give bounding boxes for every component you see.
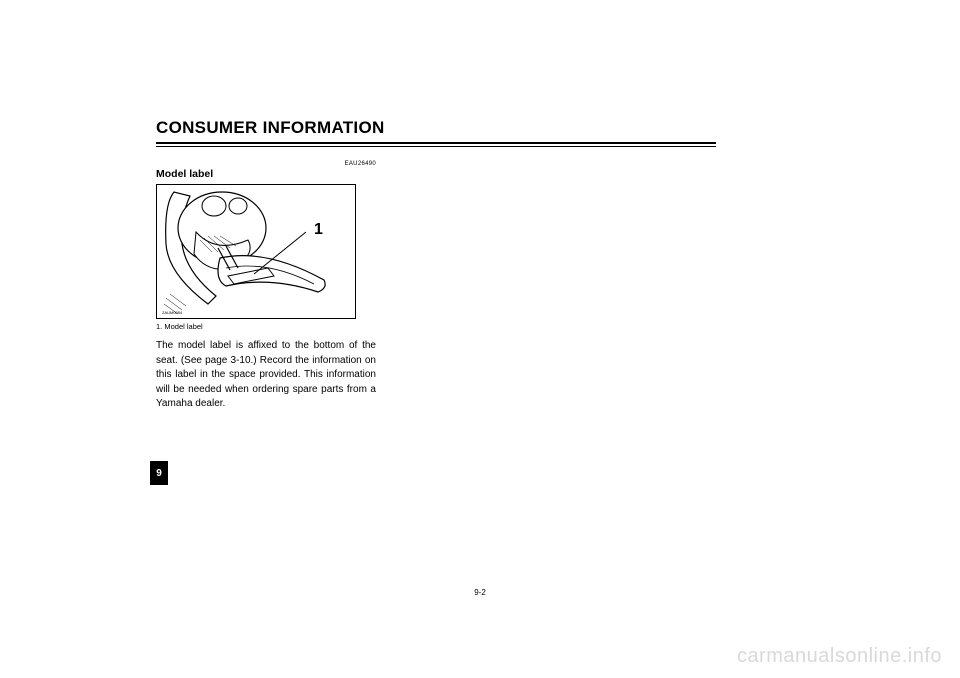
model-label-figure: 1 ZAUM0054 1. Model label (156, 184, 356, 331)
figure-caption-text: Model label (164, 322, 202, 331)
title-rule-thin (156, 146, 716, 147)
subheading-model-label: Model label (156, 168, 376, 180)
title-rule-thick (156, 142, 716, 144)
figure-small-code: ZAUM0054 (162, 310, 183, 315)
chapter-tab: 9 (150, 461, 168, 485)
page-number: 9-2 (0, 588, 960, 597)
section-title: CONSUMER INFORMATION (156, 118, 716, 140)
figure-caption: 1. Model label (156, 322, 356, 331)
reference-code: EAU26490 (156, 161, 376, 167)
body-paragraph: The model label is affixed to the bottom… (156, 339, 376, 412)
watermark: carmanualsonline.info (737, 645, 942, 668)
figure-caption-index: 1. (156, 322, 162, 331)
figure-callout-1: 1 (314, 221, 323, 238)
